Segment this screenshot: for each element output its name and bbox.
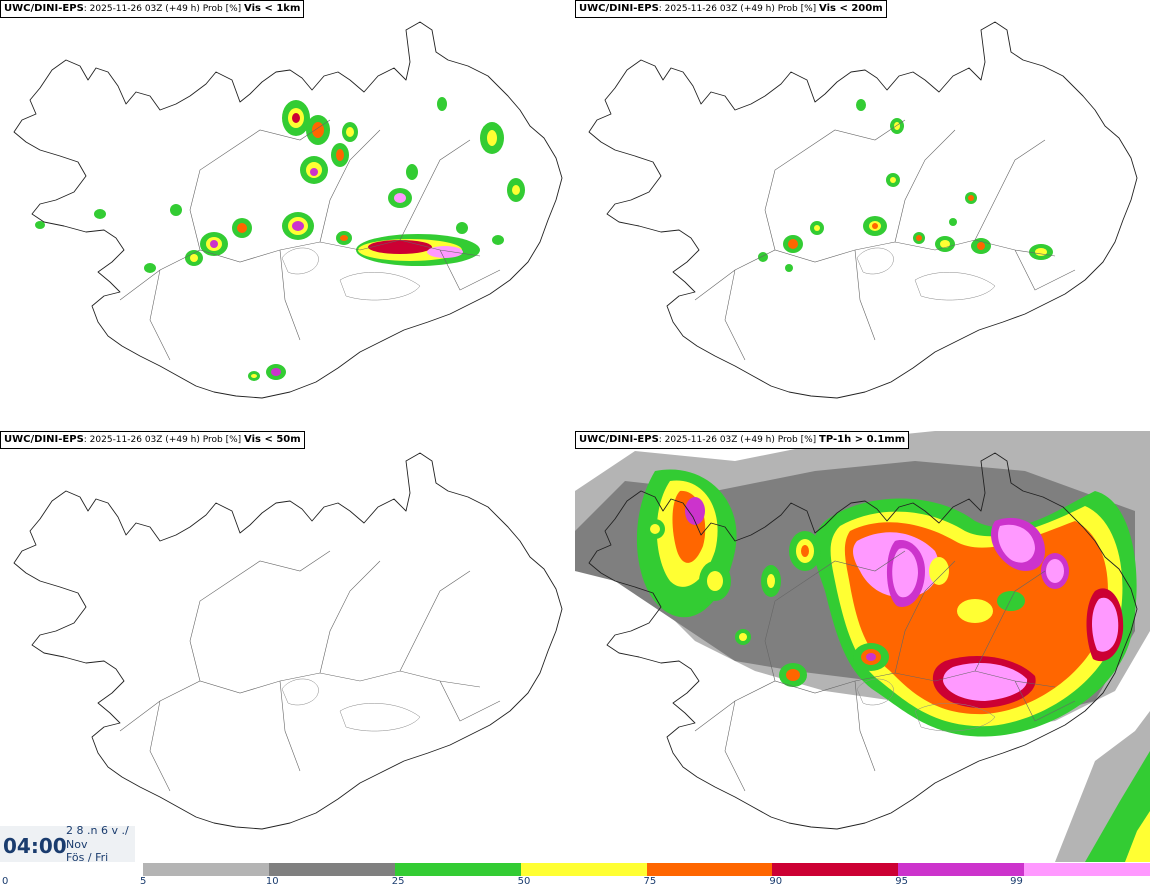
probability-overlay [35, 97, 525, 381]
colorbar-tick-label: 75 [643, 876, 657, 887]
map-panel-vis-1km: UWC/DINI-EPS: 2025-11-26 03Z (+49 h) Pro… [0, 0, 575, 431]
panel-title: UWC/DINI-EPS: 2025-11-26 03Z (+49 h) Pro… [575, 431, 910, 449]
map-panel-vis-200m: UWC/DINI-EPS: 2025-11-26 03Z (+49 h) Pro… [575, 0, 1150, 431]
colorbar-segment [772, 863, 899, 876]
probability-overlay [575, 431, 1150, 862]
colorbar-tick-label: 5 [140, 876, 147, 887]
iceland-map [13, 21, 563, 399]
colorbar-segment [520, 863, 647, 876]
colorbar-tick-label: 99 [1010, 876, 1023, 887]
colorbar-tick-label: 90 [769, 876, 783, 887]
iceland-map [575, 431, 1150, 862]
probability-overlay [758, 99, 1053, 272]
valid-date-line: 2 8 .n 6 v ./ [66, 824, 129, 837]
iceland-map [13, 452, 563, 830]
colorbar-segment [394, 863, 521, 876]
panel-title: UWC/DINI-EPS: 2025-11-26 03Z (+49 h) Pro… [0, 0, 305, 18]
colorbar-segment [646, 863, 773, 876]
valid-month: Nov [66, 838, 88, 851]
valid-time: 04:00 [3, 834, 67, 858]
map-panel-vis-50m: UWC/DINI-EPS: 2025-11-26 03Z (+49 h) Pro… [0, 431, 575, 862]
valid-weekday: Fös / Fri [66, 851, 109, 864]
colorbar-tick-label: 10 [265, 876, 279, 887]
colorbar-segment [898, 863, 1025, 876]
colorbar-segment [143, 863, 269, 876]
probability-colorbar [143, 863, 1150, 876]
colorbar-tick-label: 50 [517, 876, 531, 887]
colorbar-tick-label: 25 [391, 876, 405, 887]
map-panel-tp-1h: UWC/DINI-EPS: 2025-11-26 03Z (+49 h) Pro… [575, 431, 1150, 862]
colorbar-tick-label: 0 [2, 876, 9, 887]
panel-title: UWC/DINI-EPS: 2025-11-26 03Z (+49 h) Pro… [575, 0, 887, 18]
panel-title: UWC/DINI-EPS: 2025-11-26 03Z (+49 h) Pro… [0, 431, 305, 449]
colorbar-segment [1024, 863, 1150, 876]
colorbar-segment [268, 863, 395, 876]
valid-time-box: 04:00 2 8 .n 6 v ./ Nov Fös / Fri [0, 824, 135, 864]
iceland-map [588, 21, 1138, 399]
colorbar-tick-label: 95 [895, 876, 908, 887]
